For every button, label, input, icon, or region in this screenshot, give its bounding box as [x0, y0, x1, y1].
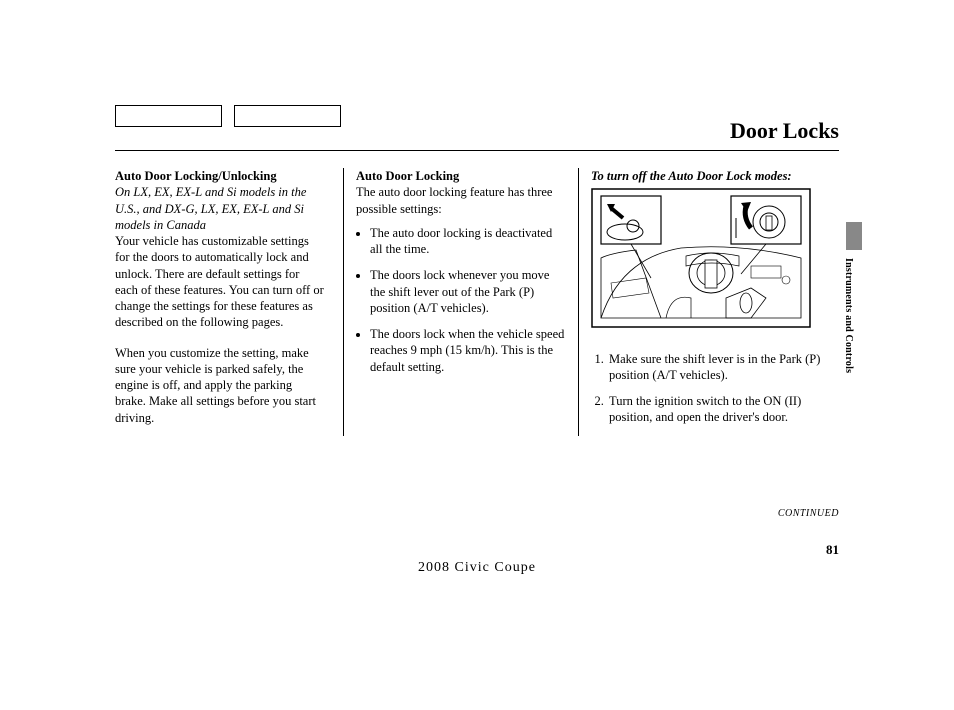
list-item: Make sure the shift lever is in the Park… — [607, 351, 831, 384]
side-tab-marker — [846, 222, 862, 250]
col2-bullet-list: The auto door locking is deactivated all… — [356, 225, 566, 375]
list-item: The doors lock whenever you move the shi… — [370, 267, 566, 316]
col2-heading: Auto Door Locking — [356, 169, 459, 183]
continued-label: CONTINUED — [778, 508, 839, 519]
col3-steps: Make sure the shift lever is in the Park… — [591, 351, 831, 426]
column-2: Auto Door Locking The auto door locking … — [343, 168, 578, 436]
content-columns: Auto Door Locking/Unlocking On LX, EX, E… — [115, 168, 839, 436]
col1-paragraph: Your vehicle has customizable settings f… — [115, 233, 325, 331]
placeholder-box — [115, 105, 222, 127]
list-item: Turn the ignition switch to the ON (II) … — [607, 393, 831, 426]
section-side-label: Instruments and Controls — [843, 258, 854, 373]
list-item: The doors lock when the vehicle speed re… — [370, 326, 566, 375]
top-placeholder-boxes — [115, 105, 341, 127]
col3-heading: To turn off the Auto Door Lock modes: — [591, 168, 831, 184]
col1-paragraph: When you customize the setting, make sur… — [115, 345, 325, 426]
col2-intro: The auto door locking feature has three … — [356, 185, 552, 215]
col1-heading: Auto Door Locking/Unlocking — [115, 168, 325, 184]
column-1: Auto Door Locking/Unlocking On LX, EX, E… — [115, 168, 343, 436]
page-number: 81 — [826, 542, 839, 558]
footer-model: 2008 Civic Coupe — [0, 560, 954, 576]
dashboard-illustration — [591, 188, 811, 328]
column-3: To turn off the Auto Door Lock modes: — [578, 168, 831, 436]
list-item: The auto door locking is deactivated all… — [370, 225, 566, 258]
page-title: Door Locks — [730, 118, 839, 144]
manual-page: Door Locks Instruments and Controls Auto… — [0, 0, 954, 710]
col1-subheading: On LX, EX, EX-L and Si models in the U.S… — [115, 184, 325, 233]
horizontal-rule — [115, 150, 839, 151]
placeholder-box — [234, 105, 341, 127]
